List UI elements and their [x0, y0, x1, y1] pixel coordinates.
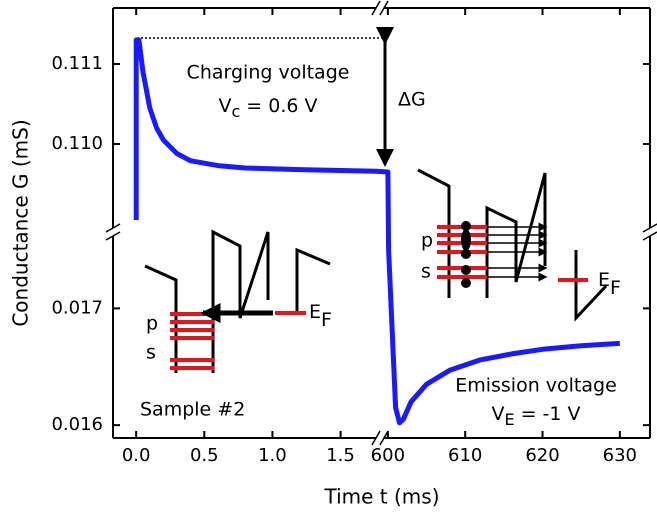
fermi-sub: F	[321, 309, 332, 331]
x-tick-label: 0.5	[190, 445, 219, 466]
y-tick-label: 0.110	[51, 133, 103, 154]
axis-break	[379, 430, 389, 446]
annotation-part: = 0.6 V	[240, 95, 317, 117]
x-tick-label: 630	[603, 445, 637, 466]
level-label: s	[421, 261, 431, 283]
y-tick-label: 0.017	[51, 297, 103, 318]
x-tick-label: 620	[525, 445, 559, 466]
y-tick-label: 0.016	[51, 414, 103, 435]
axis-break	[642, 231, 657, 241]
annotation-part: V	[218, 95, 231, 117]
y-tick-label: 0.111	[51, 53, 103, 74]
axis-break	[379, 0, 389, 16]
annotation-sub: c	[231, 102, 240, 121]
level-label: s	[146, 342, 156, 364]
x-tick-label: 0.0	[122, 445, 151, 466]
fermi-part: E	[598, 269, 610, 291]
axis-break	[371, 0, 381, 16]
level-label: p	[146, 313, 158, 335]
arrows	[488, 222, 548, 282]
annotation: Emission voltage	[455, 375, 617, 397]
fermi-label: EF	[598, 269, 621, 299]
axis-break	[105, 223, 121, 233]
x-axis-label: Time t (ms)	[323, 485, 439, 509]
annotation-part: V	[491, 403, 504, 425]
band-diagram: p s EF	[144, 229, 332, 373]
band-diagram: p s EF	[417, 168, 621, 322]
annotation-sub: E	[504, 410, 514, 429]
fermi-label: EF	[309, 301, 332, 331]
axis-break	[105, 231, 121, 241]
y-axis-label: Conductance G (mS)	[9, 119, 33, 326]
x-tick-label: 600	[371, 445, 405, 466]
fermi-sub: F	[610, 277, 621, 299]
band-edge	[144, 229, 331, 373]
data-line	[133, 37, 620, 426]
x-tick-label: 610	[448, 445, 482, 466]
annotation: VE = -1 V	[491, 403, 580, 429]
annotation: ΔG	[398, 89, 426, 111]
annotation: Sample #2	[140, 399, 245, 421]
x-tick-label: 1.0	[258, 445, 287, 466]
levels	[170, 311, 306, 370]
level-label: p	[421, 230, 433, 252]
annotation: Vc = 0.6 V	[218, 95, 317, 121]
electrons	[461, 221, 471, 288]
annotation-part: = -1 V	[515, 403, 581, 425]
axis-break	[371, 430, 381, 446]
annotation: Charging voltage	[187, 62, 350, 84]
x-tick-label: 1.5	[326, 445, 355, 466]
fermi-part: E	[309, 301, 321, 323]
axis-break	[642, 223, 657, 233]
